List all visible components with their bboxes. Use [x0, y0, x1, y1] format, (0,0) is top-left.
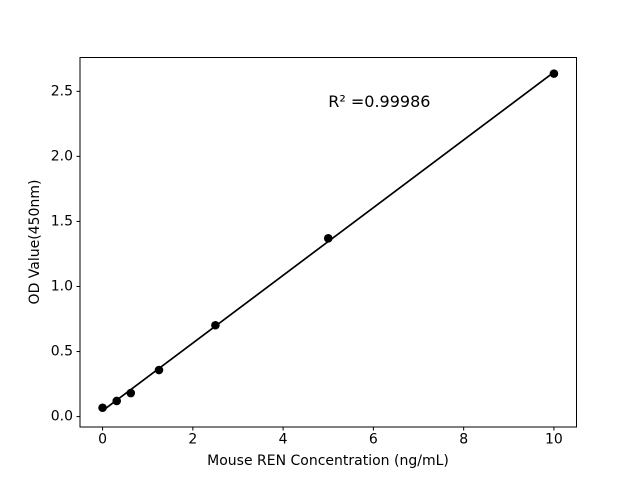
x-tick-label: 10 [545, 432, 563, 448]
r-squared-annotation: R² =0.99986 [328, 91, 431, 111]
x-tick-label: 4 [279, 432, 288, 448]
plot-border [79, 57, 577, 428]
x-tick-label: 8 [459, 432, 468, 448]
data-point [112, 396, 121, 406]
y-tick-label: 0.0 [51, 409, 73, 425]
x-axis-label: Mouse REN Concentration (ng/mL) [207, 453, 449, 469]
data-point [98, 403, 107, 413]
y-tick-label: 1.5 [51, 213, 73, 229]
y-tick-label: 0.5 [51, 344, 73, 360]
y-axis-label: OD Value(450nm) [27, 179, 43, 305]
data-point [211, 320, 220, 330]
y-tick-label: 2.5 [51, 83, 73, 99]
data-point [154, 365, 164, 375]
data-point [126, 388, 136, 398]
x-tick-label: 2 [188, 432, 197, 448]
data-point [549, 69, 559, 78]
x-tick-label: 6 [369, 432, 378, 448]
x-tick-label: 0 [98, 432, 107, 448]
y-tick-label: 2.0 [51, 148, 73, 164]
data-point [323, 234, 333, 243]
y-tick-label: 1.0 [51, 278, 73, 294]
